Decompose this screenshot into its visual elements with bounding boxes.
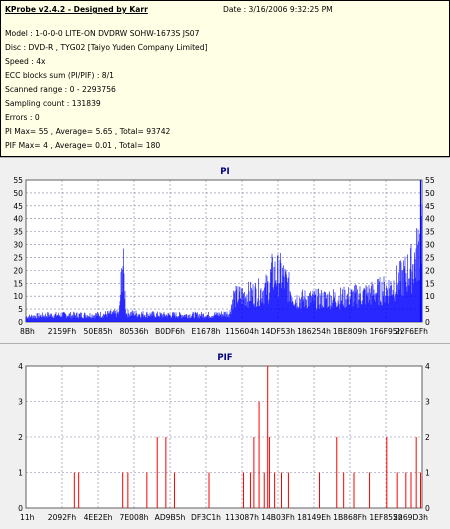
pi-ytick-right: 5 [425,305,430,314]
info-pi-summary: PI Max= 55 , Average= 5.65 , Total= 9374… [5,127,171,136]
pif-ytick-right: 0 [425,504,430,513]
pi-xtick-label: E1678h [192,327,221,336]
info-panel: KProbe v2.4.2 - Designed by Karr Date : … [0,0,450,157]
pif-ytick-right: 2 [425,433,430,442]
pi-xtick-label: 14DF53h [261,327,296,336]
pi-ytick-left: 10 [13,292,23,301]
pi-ytick-right: 20 [425,266,435,275]
scan-date: Date : 3/16/2006 9:32:25 PM [223,5,333,14]
pi-ytick-right: 15 [425,279,435,288]
pif-chart-title: PIF [217,353,233,363]
info-range: Scanned range : 0 - 2293756 [5,85,116,94]
pi-xtick-label: 50E85h [84,327,113,336]
pi-ytick-left: 5 [18,305,23,314]
pi-xtick-label: 2159Fh [48,327,77,336]
pif-ytick-left: 0 [18,504,23,513]
info-pif-summary: PIF Max= 4 , Average= 0.01 , Total= 180 [5,141,161,150]
pi-xtick-label: 115604h [225,327,259,336]
pi-xtick-label: B0DF6h [155,327,185,336]
pif-ytick-left: 1 [18,469,23,478]
pi-ytick-right: 30 [425,241,435,250]
info-ecc: ECC blocks sum (PI/PIF) : 8/1 [5,71,115,80]
pi-ytick-left: 30 [13,241,23,250]
pi-xtick-label: 1BE809h [333,327,367,336]
pif-chart: 0 0 1 1 2 2 3 3 4 4 11h 2092Fh 4EE2Eh 7E008h AD9B5h DF3… [18,362,430,522]
pif-xtick-label: AD9B5h [155,513,186,522]
pif-xtick-label: 1B868Fh [333,513,367,522]
pi-ytick-right: 10 [425,292,435,301]
pi-ytick-left: 50 [13,189,23,198]
pif-ytick-left: 2 [18,433,23,442]
pi-xtick-label: 1F6F95h [370,327,403,336]
pi-ytick-right: 0 [425,318,430,327]
pi-xtick-label: 186254h [297,327,331,336]
pif-xtick-label: 14B03Fh [261,513,295,522]
pi-ytick-right: 25 [425,253,435,262]
pi-ytick-right: 35 [425,228,435,237]
pif-xtick-label: 18149Eh [297,513,331,522]
pi-ytick-left: 25 [13,253,23,262]
pi-chart-title: PI [220,167,230,177]
pif-xtick-label: 7E008h [120,513,149,522]
pif-ytick-left: 4 [18,362,23,371]
info-model: Model : 1-0-0-0 LITE-ON DVDRW SOHW-1673S… [5,29,200,38]
pi-bars [25,204,423,322]
pi-ytick-right: 45 [425,202,435,211]
pif-xtick-label: DF3C1h [191,513,221,522]
pi-ytick-left: 20 [13,266,23,275]
pi-xtick-label: 80536h [120,327,149,336]
pif-xtick-label: 113087h [225,513,259,522]
pif-chart-panel: PIF 0 0 1 1 2 2 3 3 4 4 11h 2092Fh 4EE2Eh 7E008h AD9B5… [0,343,450,529]
pif-xtick-label: 11h [20,513,35,522]
info-sampling: Sampling count : 131839 [5,99,101,108]
pif-bars [73,366,421,508]
pi-ytick-right: 40 [425,215,435,224]
pif-ytick-right: 4 [425,362,430,371]
app-title: KProbe v2.4.2 - Designed by Karr [5,5,148,14]
pi-ytick-left: 35 [13,228,23,237]
pi-ytick-left: 0 [18,318,23,327]
pi-ytick-right: 50 [425,189,435,198]
info-errors: Errors : 0 [5,113,40,122]
pif-xtick-label: 2269D3h [393,513,428,522]
info-speed: Speed : 4x [5,57,46,66]
pi-xtick-label: 8Bh [20,327,35,336]
info-disc: Disc : DVD-R , TYG02 [Taiyo Yuden Compan… [5,43,208,52]
pif-ytick-left: 3 [18,398,23,407]
pi-ytick-left: 15 [13,279,23,288]
pif-xtick-label: 4EE2Eh [84,513,113,522]
pif-xtick-label: 2092Fh [48,513,77,522]
pi-ytick-left: 40 [13,215,23,224]
pif-ytick-right: 3 [425,398,430,407]
pif-xtick-label: 1EF855h [369,513,402,522]
pif-ytick-right: 1 [425,469,430,478]
pi-ytick-left: 55 [13,176,23,185]
pi-ytick-left: 45 [13,202,23,211]
pi-xtick-label: 22F6EFh [395,327,428,336]
pi-ytick-right: 55 [425,176,435,185]
pi-chart-panel: PI 0 0 5 5 10 10 15 15 20 20 25 25 30 30 35 35 40 40 45 45 5… [0,157,450,343]
